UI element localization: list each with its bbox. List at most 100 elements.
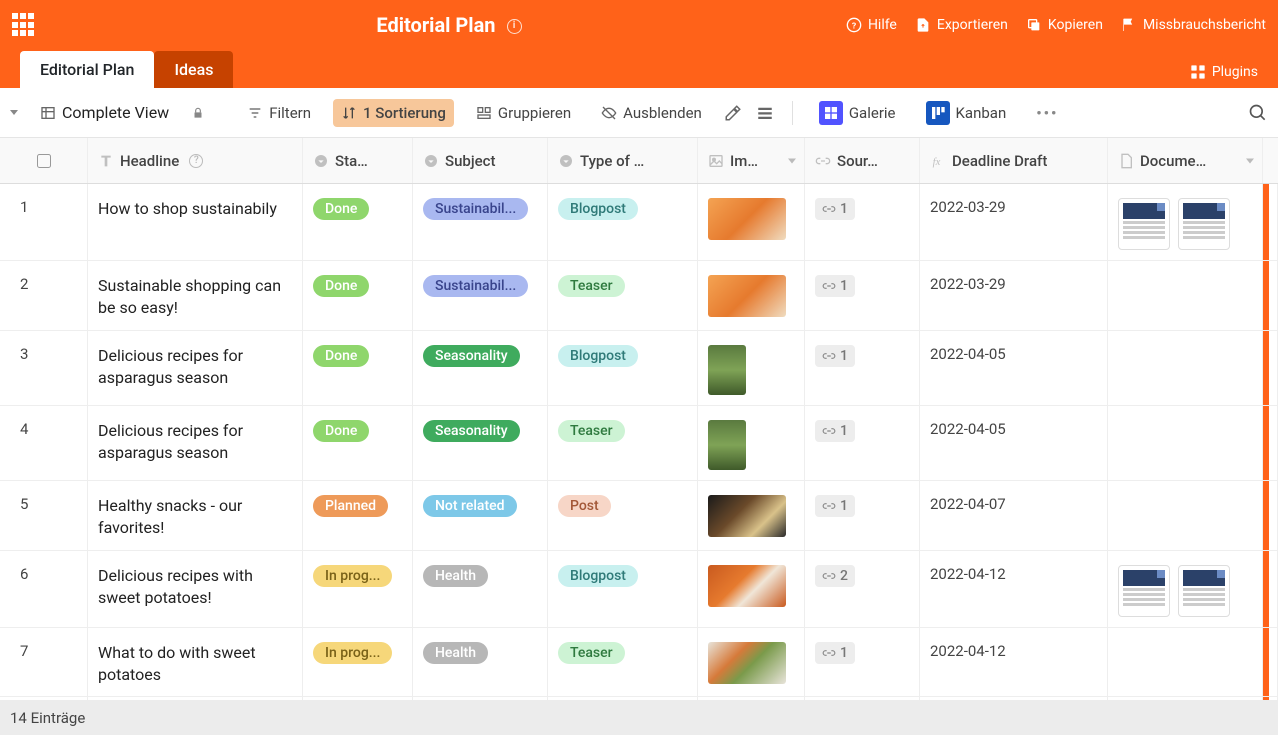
cell-source[interactable]: 2 [805, 551, 920, 627]
chevron-down-icon[interactable] [1246, 158, 1254, 163]
cell-type[interactable]: Post [548, 481, 698, 550]
cell-status[interactable]: Planned [303, 481, 413, 550]
cell-document[interactable] [1108, 628, 1263, 697]
cell-subject[interactable]: Seasonality [413, 331, 548, 405]
kanban-view-button[interactable]: Kanban [918, 96, 1015, 130]
source-chip[interactable]: 1 [815, 345, 855, 367]
source-chip[interactable]: 2 [815, 565, 855, 587]
table-row[interactable]: 6Delicious recipes with sweet potatoes!I… [0, 551, 1278, 628]
cell-deadline[interactable]: 2022-03-29 [920, 261, 1108, 330]
cell-subject[interactable]: Health [413, 628, 548, 697]
cell-subject[interactable]: Sustainabil... [413, 184, 548, 260]
cell-headline[interactable]: Sustainable shopping can be so easy! [88, 261, 303, 330]
view-selector[interactable]: Complete View [32, 98, 177, 127]
table-row[interactable]: 1 How to shop sustainabilyDoneSustainabil… [0, 184, 1278, 261]
cell-subject[interactable]: Not related [413, 481, 548, 550]
cell-deadline[interactable]: 2022-04-05 [920, 406, 1108, 480]
col-headline[interactable]: Headline ? [88, 138, 303, 183]
cell-status[interactable]: In prog... [303, 628, 413, 697]
lock-icon[interactable] [191, 106, 205, 120]
cell-headline[interactable]: Delicious recipes with sweet potatoes! [88, 551, 303, 627]
cell-deadline[interactable]: 2022-04-12 [920, 551, 1108, 627]
cell-document[interactable] [1108, 331, 1263, 405]
cell-image[interactable] [698, 331, 805, 405]
col-select[interactable] [0, 138, 88, 183]
cell-source[interactable]: 1 [805, 184, 920, 260]
cell-type[interactable]: Teaser [548, 628, 698, 697]
chevron-down-icon[interactable] [788, 158, 796, 163]
cell-image[interactable] [698, 406, 805, 480]
cell-image[interactable] [698, 628, 805, 697]
cell-document[interactable] [1108, 184, 1263, 260]
copy-link[interactable]: Kopieren [1026, 17, 1103, 33]
image-thumbnail[interactable] [708, 420, 746, 470]
help-link[interactable]: ? Hilfe [846, 17, 897, 33]
more-views-button[interactable]: ••• [1028, 99, 1066, 127]
cell-subject[interactable]: Seasonality [413, 406, 548, 480]
cell-headline[interactable]: Delicious recipes for asparagus season [88, 406, 303, 480]
cell-image[interactable] [698, 481, 805, 550]
col-image[interactable]: Im… [698, 138, 805, 183]
cell-image[interactable] [698, 184, 805, 260]
cell-source[interactable]: 1 [805, 331, 920, 405]
col-subject[interactable]: Subject [413, 138, 548, 183]
cell-source[interactable]: 1 [805, 261, 920, 330]
image-thumbnail[interactable] [708, 198, 786, 240]
table-row[interactable]: 3Delicious recipes for asparagus seasonD… [0, 331, 1278, 406]
cell-type[interactable]: Blogpost [548, 551, 698, 627]
cell-type[interactable]: Teaser [548, 261, 698, 330]
image-thumbnail[interactable] [708, 642, 786, 684]
cell-source[interactable]: 1 [805, 481, 920, 550]
cell-subject[interactable]: Sustainabil... [413, 261, 548, 330]
view-dropdown-arrow[interactable] [10, 110, 18, 115]
cell-status[interactable]: Done [303, 184, 413, 260]
select-all-checkbox[interactable] [37, 154, 51, 168]
cell-source[interactable]: 1 [805, 628, 920, 697]
cell-image[interactable] [698, 261, 805, 330]
cell-status[interactable]: Done [303, 331, 413, 405]
cell-headline[interactable]: How to shop sustainabily [88, 184, 303, 260]
document-thumbnail[interactable] [1178, 198, 1230, 250]
source-chip[interactable]: 1 [815, 495, 855, 517]
help-icon[interactable]: ? [189, 154, 203, 168]
source-chip[interactable]: 1 [815, 420, 855, 442]
document-thumbnail[interactable] [1118, 565, 1170, 617]
col-type[interactable]: Type of … [548, 138, 698, 183]
cell-deadline[interactable]: 2022-04-05 [920, 331, 1108, 405]
cell-subject[interactable]: Health [413, 551, 548, 627]
document-thumbnail[interactable] [1118, 198, 1170, 250]
cell-deadline[interactable]: 2022-04-07 [920, 481, 1108, 550]
cell-document[interactable] [1108, 481, 1263, 550]
cell-type[interactable]: Blogpost [548, 331, 698, 405]
source-chip[interactable]: 1 [815, 642, 855, 664]
cell-headline[interactable]: What to do with sweet potatoes [88, 628, 303, 697]
abuse-link[interactable]: Missbrauchsbericht [1121, 17, 1266, 33]
cell-status[interactable]: Done [303, 406, 413, 480]
export-link[interactable]: Exportieren [915, 17, 1008, 33]
plugins-button[interactable]: Plugins [1190, 64, 1258, 88]
filter-button[interactable]: Filtern [239, 99, 319, 127]
cell-type[interactable]: Teaser [548, 406, 698, 480]
col-status[interactable]: Sta… [303, 138, 413, 183]
image-thumbnail[interactable] [708, 275, 786, 317]
image-thumbnail[interactable] [708, 565, 786, 607]
cell-source[interactable]: 1 [805, 406, 920, 480]
image-thumbnail[interactable] [708, 345, 746, 395]
table-row[interactable]: 2Sustainable shopping can be so easy!Don… [0, 261, 1278, 331]
info-icon[interactable]: i [507, 19, 522, 34]
cell-document[interactable] [1108, 551, 1263, 627]
cell-headline[interactable]: Healthy snacks - our favorites! [88, 481, 303, 550]
hide-button[interactable]: Ausblenden [593, 99, 710, 127]
row-height-icon[interactable] [756, 104, 774, 122]
apps-icon[interactable] [12, 13, 36, 37]
source-chip[interactable]: 1 [815, 275, 855, 297]
cell-document[interactable] [1108, 261, 1263, 330]
document-thumbnail[interactable] [1178, 565, 1230, 617]
cell-status[interactable]: In prog... [303, 551, 413, 627]
cell-status[interactable]: Done [303, 261, 413, 330]
col-deadline[interactable]: fx Deadline Draft [920, 138, 1108, 183]
tab-ideas[interactable]: Ideas [154, 51, 233, 88]
tab-editorial-plan[interactable]: Editorial Plan [20, 51, 154, 88]
source-chip[interactable]: 1 [815, 198, 855, 220]
col-source[interactable]: Sour… [805, 138, 920, 183]
